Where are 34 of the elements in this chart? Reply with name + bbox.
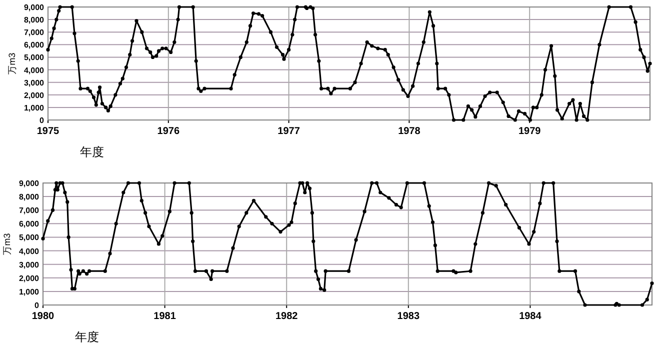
x-tick-label: 1980	[32, 311, 55, 322]
y-tick-label: 5,000	[24, 53, 45, 62]
y-tick-label: 1,000	[18, 287, 40, 296]
y-tick-label: 6,000	[24, 40, 45, 50]
x-tick-label: 1977	[278, 126, 300, 137]
y-tick-label: 3,000	[18, 260, 40, 270]
x-axis-title: 年度	[80, 145, 104, 159]
y-tick-label: 9,000	[24, 3, 45, 12]
y-tick-label: 1,000	[24, 103, 45, 112]
x-tick-label: 1982	[275, 311, 298, 322]
y-tick-label: 8,000	[18, 192, 40, 202]
x-tick-label: 1975	[36, 126, 60, 137]
y-tick-label: 7,000	[24, 28, 45, 38]
y-tick-label: 8,000	[24, 16, 45, 25]
x-tick-label: 1976	[157, 126, 180, 137]
y-tick-label: 0	[34, 301, 40, 310]
y-tick-label: 3,000	[24, 78, 45, 88]
y-tick-label: 5,000	[18, 233, 40, 242]
y-axis-title: 万m3	[7, 52, 17, 74]
x-axis-title: 年度	[75, 330, 99, 344]
y-tick-label: 2,000	[24, 90, 45, 100]
x-tick-label: 1981	[154, 311, 176, 322]
y-tick-label: 7,000	[18, 206, 40, 216]
x-tick-label: 1978	[398, 126, 421, 137]
y-tick-label: 6,000	[18, 220, 40, 229]
y-tick-label: 0	[40, 116, 45, 125]
y-axis-title: 万m3	[2, 233, 12, 255]
y-tick-label: 9,000	[18, 179, 40, 188]
x-tick-label: 1979	[518, 126, 542, 137]
y-tick-label: 4,000	[18, 246, 40, 256]
y-tick-label: 4,000	[24, 66, 45, 75]
x-tick-label: 1984	[519, 311, 542, 322]
x-tick-label: 1983	[397, 311, 420, 322]
y-tick-label: 2,000	[18, 274, 40, 283]
